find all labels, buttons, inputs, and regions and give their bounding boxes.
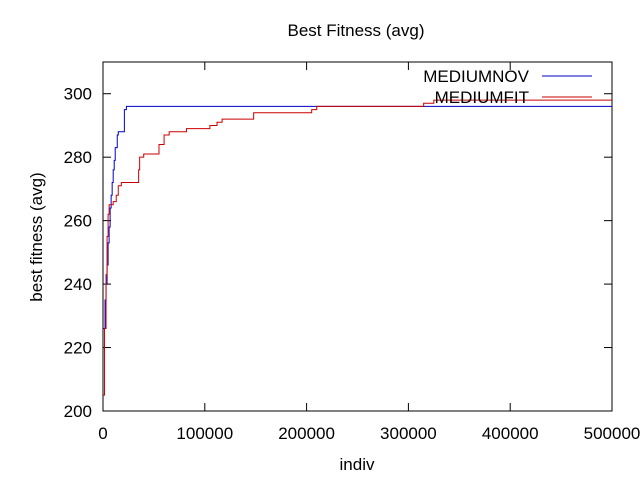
series-line-mediumnov — [103, 105, 612, 330]
legend-label-mediumnov: MEDIUMNOV — [423, 67, 529, 86]
x-tick-label: 0 — [98, 424, 107, 443]
y-tick-label: 240 — [64, 275, 92, 294]
x-axis-label: indiv — [340, 455, 375, 474]
y-tick-label: 220 — [64, 339, 92, 358]
y-tick-label: 300 — [64, 85, 92, 104]
plot-area: 0 100000 200000 300000 400000 500000 200 220 240… — [64, 61, 640, 443]
y-tick-label: 260 — [64, 212, 92, 231]
y-axis-label: best fitness (avg) — [27, 172, 46, 301]
y-tick-label: 200 — [64, 402, 92, 421]
x-tick-label: 300000 — [380, 424, 437, 443]
plot-frame — [102, 61, 613, 412]
x-tick-label: 100000 — [176, 424, 233, 443]
legend-label-mediumfit: MEDIUMFIT — [435, 88, 529, 107]
series-line-mediumfit — [103, 99, 612, 396]
x-tick-label: 400000 — [482, 424, 539, 443]
x-tick-label: 200000 — [278, 424, 335, 443]
chart-title: Best Fitness (avg) — [288, 21, 425, 40]
y-tick-label: 280 — [64, 148, 92, 167]
x-tick-label: 500000 — [584, 424, 640, 443]
